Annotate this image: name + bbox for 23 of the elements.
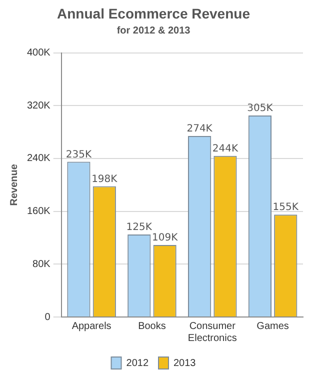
data-label: 109K: [152, 232, 178, 244]
legend-label: 2012: [126, 358, 149, 369]
data-label: 155K: [272, 202, 299, 214]
data-label: 198K: [92, 174, 118, 185]
x-tick-label: Consumer Electronics: [188, 320, 237, 344]
x-tick-label: Apparels: [72, 320, 112, 332]
x-tick-label: Books: [138, 320, 166, 332]
y-tick-label: 400K: [26, 48, 51, 59]
data-label: 125K: [126, 222, 152, 234]
y-tick-label: 240K: [26, 153, 51, 164]
data-label: 274K: [186, 124, 213, 135]
data-label: 235K: [66, 149, 92, 160]
x-tick-label: Games: [256, 320, 289, 332]
chart-title: Annual Ecommerce Revenue: [57, 5, 250, 22]
data-label: 244K: [212, 143, 238, 154]
y-tick-label: 320K: [26, 100, 51, 112]
chart-subtitle: for 2012 & 2013: [116, 26, 191, 37]
data-label: 305K: [247, 103, 274, 114]
y-axis-title: Revenue: [8, 164, 20, 206]
legend-label: 2013: [174, 358, 196, 369]
y-tick-label: 0: [44, 312, 51, 323]
y-tick-label: 80K: [32, 258, 51, 270]
y-tick-label: 160K: [26, 206, 51, 218]
